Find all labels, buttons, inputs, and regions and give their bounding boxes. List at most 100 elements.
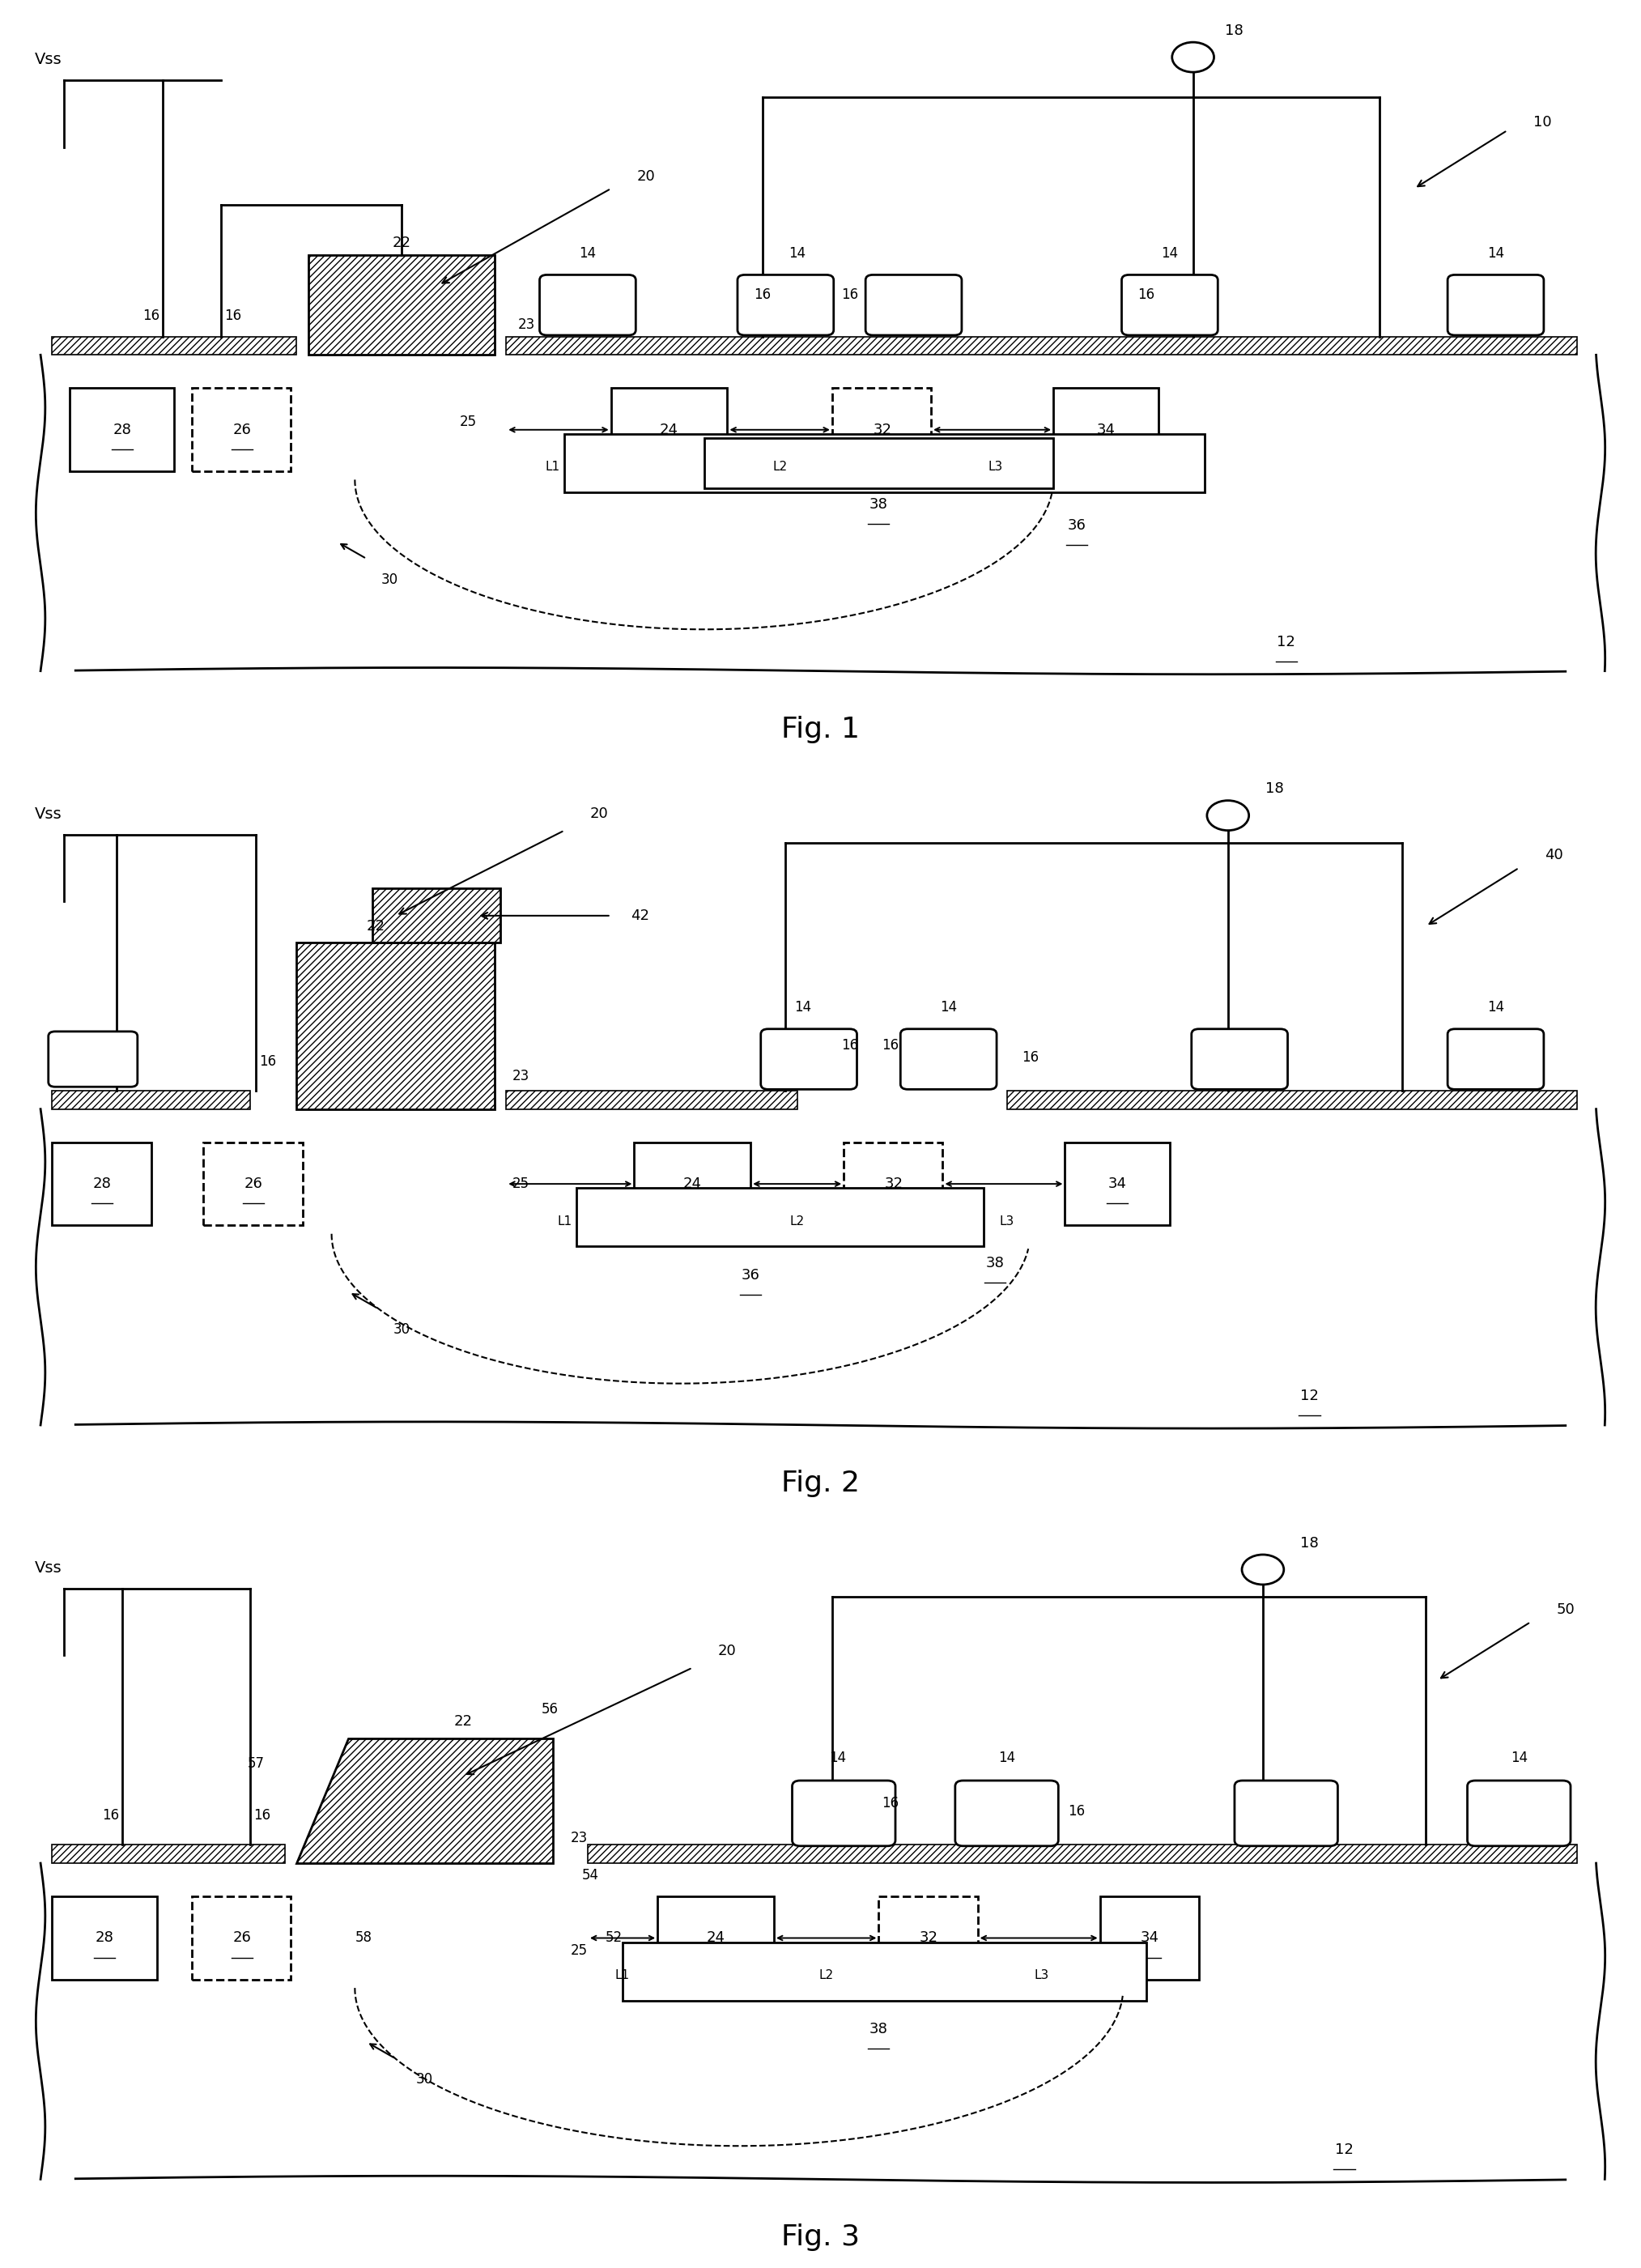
Text: L1: L1: [556, 1216, 571, 1227]
Text: 26: 26: [233, 1930, 251, 1946]
Text: L3: L3: [1034, 1969, 1049, 1982]
Text: 54: 54: [583, 1869, 599, 1882]
Text: 18: 18: [1300, 1535, 1319, 1551]
Text: 14: 14: [940, 1000, 957, 1014]
Text: 30: 30: [381, 572, 399, 587]
Text: 24: 24: [660, 422, 678, 438]
Bar: [587, 1844, 1577, 1864]
Text: 16: 16: [881, 1039, 899, 1052]
Bar: [633, 1143, 750, 1225]
Text: 23: 23: [519, 318, 535, 333]
Bar: [505, 1091, 798, 1109]
Text: 22: 22: [366, 919, 386, 934]
FancyBboxPatch shape: [1122, 274, 1218, 336]
Text: 36: 36: [742, 1268, 760, 1284]
Text: 16: 16: [842, 1039, 858, 1052]
Text: Fig. 3: Fig. 3: [781, 2223, 860, 2252]
Text: 16: 16: [253, 1808, 271, 1823]
Text: 14: 14: [998, 1751, 1016, 1765]
Circle shape: [1172, 43, 1214, 73]
Text: 34: 34: [1140, 1930, 1159, 1946]
FancyBboxPatch shape: [1234, 1780, 1337, 1846]
Text: 40: 40: [1544, 848, 1564, 862]
Text: 38: 38: [870, 2023, 888, 2037]
Text: 12: 12: [1277, 635, 1295, 649]
Bar: [309, 254, 494, 354]
Text: 32: 32: [884, 1177, 903, 1191]
Text: 57: 57: [248, 1755, 264, 1771]
Text: 16: 16: [97, 1055, 113, 1068]
Text: 58: 58: [354, 1930, 373, 1946]
FancyBboxPatch shape: [1191, 1030, 1288, 1089]
Text: 34: 34: [1096, 422, 1114, 438]
Text: L2: L2: [773, 460, 788, 474]
Text: 20: 20: [637, 168, 655, 184]
Text: L1: L1: [615, 1969, 630, 1982]
Text: 36: 36: [1067, 517, 1086, 533]
Text: 38: 38: [870, 497, 888, 513]
Bar: [373, 889, 501, 943]
Text: Vss: Vss: [34, 1560, 62, 1576]
Text: 25: 25: [569, 1944, 587, 1957]
Bar: [192, 1896, 290, 1980]
Bar: [576, 1188, 983, 1247]
Bar: [878, 1896, 978, 1980]
Text: L2: L2: [789, 1216, 804, 1227]
Text: 16: 16: [259, 1055, 276, 1068]
FancyBboxPatch shape: [865, 274, 962, 336]
Bar: [53, 1143, 151, 1225]
Bar: [53, 1091, 249, 1109]
Text: 28: 28: [94, 1177, 112, 1191]
Text: Vss: Vss: [34, 805, 62, 821]
Text: 24: 24: [683, 1177, 702, 1191]
FancyBboxPatch shape: [737, 274, 834, 336]
Text: 28: 28: [113, 422, 131, 438]
Text: 32: 32: [873, 422, 891, 438]
Text: 18: 18: [1265, 782, 1283, 796]
FancyBboxPatch shape: [1467, 1780, 1570, 1846]
Text: 38: 38: [986, 1256, 1004, 1270]
Text: 14: 14: [794, 1000, 812, 1014]
Bar: [1008, 1091, 1577, 1109]
Text: 50: 50: [1556, 1601, 1575, 1617]
Text: 16: 16: [1068, 1805, 1085, 1819]
Text: 14: 14: [1487, 247, 1505, 261]
Bar: [610, 388, 727, 472]
Text: 14: 14: [829, 1751, 847, 1765]
Text: 30: 30: [417, 2073, 433, 2087]
Bar: [69, 388, 174, 472]
Bar: [1065, 1143, 1170, 1225]
Text: 14: 14: [1510, 1751, 1528, 1765]
Text: 20: 20: [719, 1644, 737, 1658]
Text: 16: 16: [753, 288, 771, 302]
Text: 28: 28: [95, 1930, 113, 1946]
Text: 18: 18: [1224, 23, 1242, 39]
Text: L3: L3: [988, 460, 1003, 474]
Text: 56: 56: [542, 1701, 558, 1717]
Text: 26: 26: [233, 422, 251, 438]
FancyBboxPatch shape: [48, 1032, 138, 1086]
Text: 42: 42: [630, 909, 650, 923]
Text: 16: 16: [1021, 1050, 1039, 1064]
Bar: [658, 1896, 775, 1980]
Text: 25: 25: [512, 1177, 530, 1191]
FancyBboxPatch shape: [901, 1030, 996, 1089]
Polygon shape: [297, 1740, 553, 1864]
Bar: [505, 336, 1577, 354]
Text: 14: 14: [1487, 1000, 1505, 1014]
Bar: [704, 438, 1054, 488]
Text: 22: 22: [455, 1715, 473, 1728]
FancyBboxPatch shape: [540, 274, 635, 336]
Text: L1: L1: [545, 460, 560, 474]
Text: 25: 25: [459, 415, 478, 429]
Text: 14: 14: [67, 1055, 84, 1068]
Text: 14: 14: [1162, 247, 1178, 261]
Text: 26: 26: [245, 1177, 263, 1191]
Text: 16: 16: [1137, 288, 1155, 302]
Bar: [53, 1844, 286, 1864]
Text: 16: 16: [881, 1796, 899, 1810]
Text: 52: 52: [606, 1930, 622, 1946]
Text: 24: 24: [706, 1930, 725, 1946]
Bar: [203, 1143, 302, 1225]
FancyBboxPatch shape: [761, 1030, 857, 1089]
